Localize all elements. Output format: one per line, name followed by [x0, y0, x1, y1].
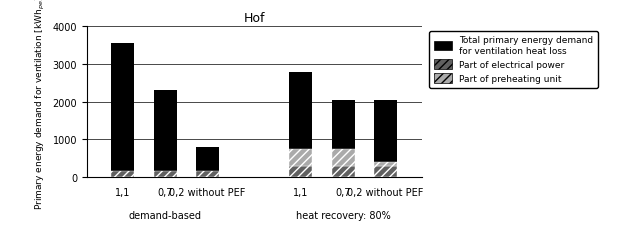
Bar: [332, 100, 355, 177]
Bar: [154, 171, 177, 177]
Y-axis label: Primary energy demand for ventilation [kWh$_{pe}$]: Primary energy demand for ventilation [k…: [34, 0, 47, 209]
Legend: Total primary energy demand
for ventilation heat loss, Part of electrical power,: Total primary energy demand for ventilat…: [430, 32, 598, 88]
Bar: [289, 73, 312, 177]
Bar: [374, 162, 397, 166]
Bar: [289, 166, 312, 177]
Text: heat recovery: 80%: heat recovery: 80%: [296, 210, 391, 220]
Bar: [154, 91, 177, 177]
Bar: [111, 171, 135, 177]
Bar: [332, 149, 355, 166]
Bar: [111, 44, 135, 177]
Bar: [196, 147, 219, 177]
Bar: [374, 166, 397, 177]
Text: demand-based: demand-based: [129, 210, 202, 220]
Bar: [289, 149, 312, 166]
Bar: [196, 171, 219, 177]
Bar: [332, 166, 355, 177]
Title: Hof: Hof: [244, 12, 265, 25]
Bar: [374, 100, 397, 177]
